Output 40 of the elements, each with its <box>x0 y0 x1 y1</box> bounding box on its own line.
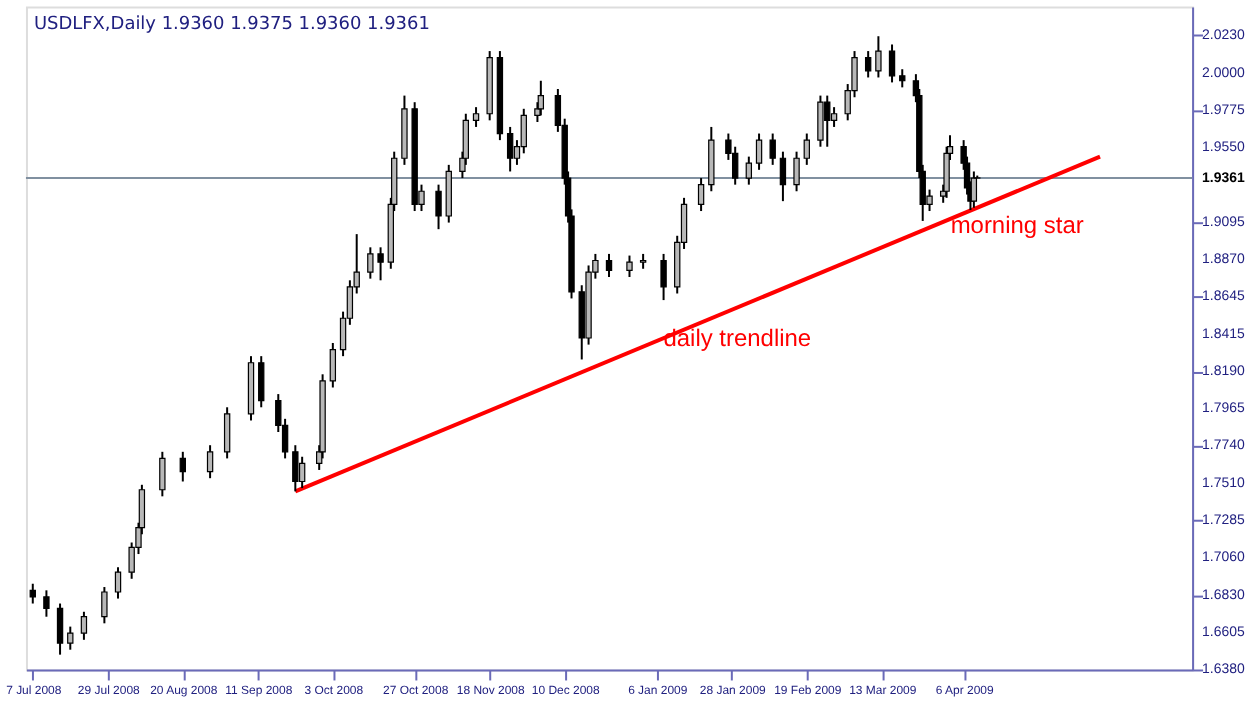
candlestick <box>292 444 299 493</box>
candlestick <box>697 177 705 213</box>
candlestick <box>56 602 64 656</box>
candlestick <box>114 566 122 600</box>
candlestick <box>67 625 74 651</box>
candlestick <box>506 125 514 173</box>
candlestick <box>472 106 480 128</box>
chart-title: USDLFX,Daily 1.9360 1.9375 1.9360 1.9361 <box>33 14 430 35</box>
candlestick <box>537 79 545 117</box>
candlestick <box>660 252 667 302</box>
candlestick <box>899 68 906 89</box>
candlestick <box>817 94 824 148</box>
candlestick <box>626 254 633 278</box>
candlestick <box>769 132 776 166</box>
candlestick <box>298 455 306 490</box>
candlestick <box>329 341 337 389</box>
candlestick <box>101 586 108 625</box>
candlestick <box>830 106 838 128</box>
candlestick <box>435 183 442 231</box>
candlestick <box>179 450 186 483</box>
candlestick <box>745 155 753 186</box>
candlestick <box>29 582 36 605</box>
candlestick <box>864 50 872 79</box>
candlestick <box>43 589 50 618</box>
annotation: morning star <box>950 211 1084 240</box>
candlestick <box>258 355 265 409</box>
candlestick <box>803 132 810 166</box>
candlestick <box>159 450 166 498</box>
candlestick <box>80 610 88 641</box>
candlestick <box>206 444 214 480</box>
candlestick <box>779 150 787 203</box>
candlestick <box>223 406 231 460</box>
candlestick <box>888 43 896 84</box>
candlestick <box>755 132 763 171</box>
candlestick <box>875 35 882 79</box>
candlestick <box>605 252 613 278</box>
candlestick <box>824 94 831 148</box>
candlestick <box>708 125 715 193</box>
candlestick <box>793 150 800 193</box>
candlestick <box>445 163 452 224</box>
